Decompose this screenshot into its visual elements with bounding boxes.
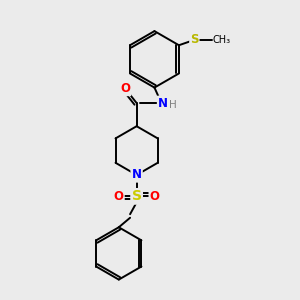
Text: S: S: [132, 189, 142, 203]
Text: N: N: [158, 97, 168, 110]
Text: N: N: [132, 169, 142, 182]
Text: CH₃: CH₃: [212, 35, 230, 45]
Text: O: O: [114, 190, 124, 203]
Text: O: O: [120, 82, 130, 95]
Text: S: S: [190, 33, 199, 46]
Text: H: H: [169, 100, 177, 110]
Text: O: O: [149, 190, 160, 203]
